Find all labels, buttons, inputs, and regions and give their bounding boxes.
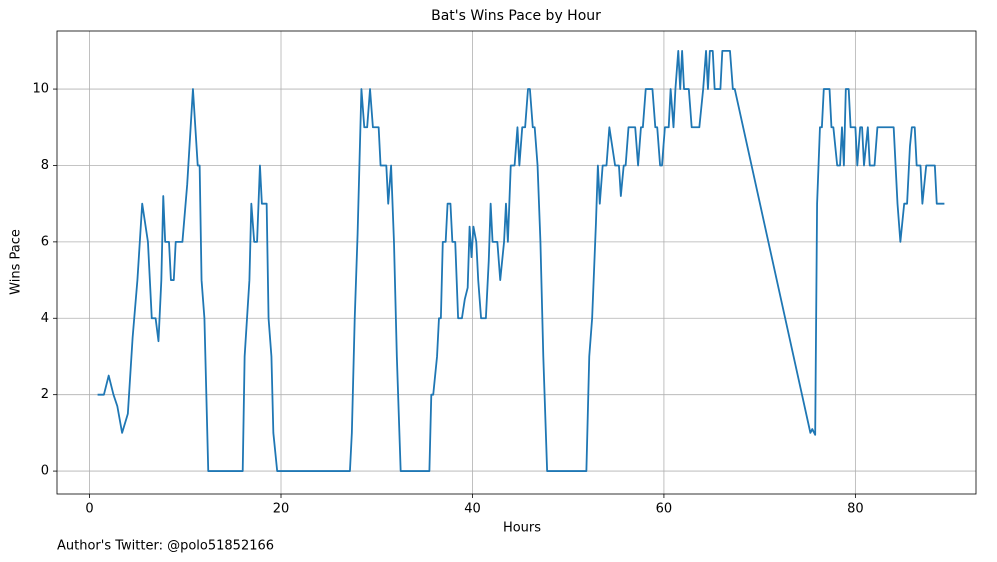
y-tick-label: 10 <box>32 82 49 97</box>
y-tick-label: 8 <box>41 158 49 173</box>
annotation: Author's Twitter: @polo51852166 <box>57 539 274 554</box>
line <box>97 49 945 472</box>
y-tick-label: 6 <box>41 234 49 249</box>
x-tick-label: 60 <box>656 502 673 517</box>
plot-frame <box>56 30 977 495</box>
y-tick-label: 2 <box>41 387 49 402</box>
x-tick-label: 0 <box>85 502 93 517</box>
chart-title: Bat's Wins Pace by Hour <box>431 8 601 24</box>
x-tick-label: 20 <box>273 502 290 517</box>
y-axis-label: Wins Pace <box>9 229 24 295</box>
x-tick-label: 80 <box>847 502 864 517</box>
x-tick-label: 40 <box>464 502 481 517</box>
y-tick-label: 0 <box>41 464 49 479</box>
y-tick-label: 4 <box>41 311 49 326</box>
x-axis-label: Hours <box>503 521 541 536</box>
